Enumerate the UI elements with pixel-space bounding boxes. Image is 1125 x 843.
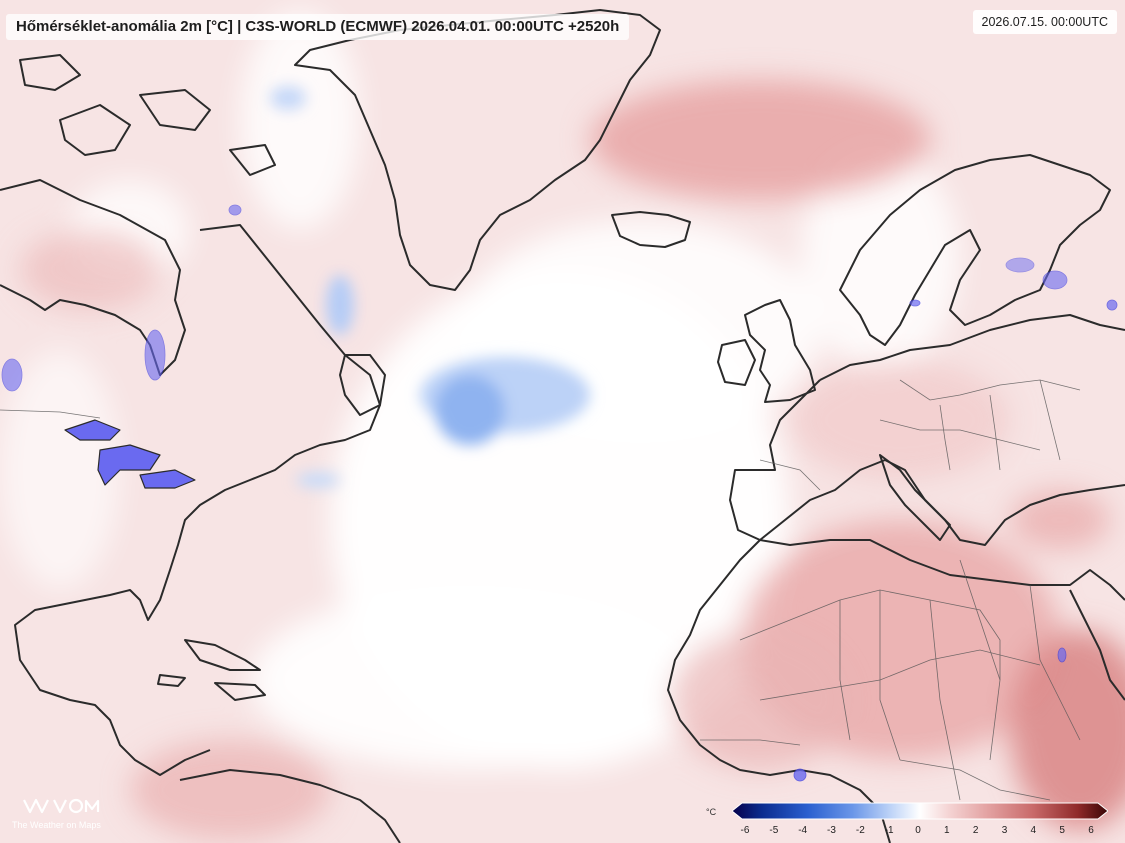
anomaly-field xyxy=(0,10,1125,840)
brand[interactable]: The Weather on Maps xyxy=(12,797,132,833)
legend-tick-label: 1 xyxy=(944,825,950,836)
legend-bar xyxy=(732,802,1108,820)
color-legend: °C -6 -5 -4 -3 -2 -1 0 1 2 3 4 5 6 xyxy=(706,798,1112,840)
lakes xyxy=(1,204,1118,782)
legend-tick-label: -6 xyxy=(740,825,750,836)
legend-tick-label: 4 xyxy=(1030,825,1037,836)
legend-tick-label: -2 xyxy=(855,825,865,836)
legend-tick-label: 6 xyxy=(1088,825,1094,836)
brand-name: The Weather on Maps xyxy=(12,820,101,830)
legend-tick-label: 0 xyxy=(915,825,921,836)
legend-gradient xyxy=(732,802,1108,820)
legend-tick-label: -1 xyxy=(884,825,894,836)
legend-tick-label: 3 xyxy=(1001,825,1008,836)
legend-tick-label: 2 xyxy=(972,825,979,836)
borders xyxy=(0,379,1081,801)
valid-time-label: 2026.07.15. 00:00UTC xyxy=(972,10,1117,34)
legend-tick-label: -5 xyxy=(769,825,779,836)
map-title: Hőmérséklet-anomália 2m [°C] | C3S-WORLD… xyxy=(6,14,630,40)
legend-unit: °C xyxy=(706,807,717,817)
legend-tick-label: -3 xyxy=(827,825,836,836)
cold-anomaly-areas xyxy=(270,86,590,488)
legend-tick-label: -4 xyxy=(798,825,808,836)
legend-tick-label: 5 xyxy=(1059,825,1065,836)
wom-logo-icon xyxy=(23,798,100,814)
coastlines xyxy=(0,9,1125,843)
